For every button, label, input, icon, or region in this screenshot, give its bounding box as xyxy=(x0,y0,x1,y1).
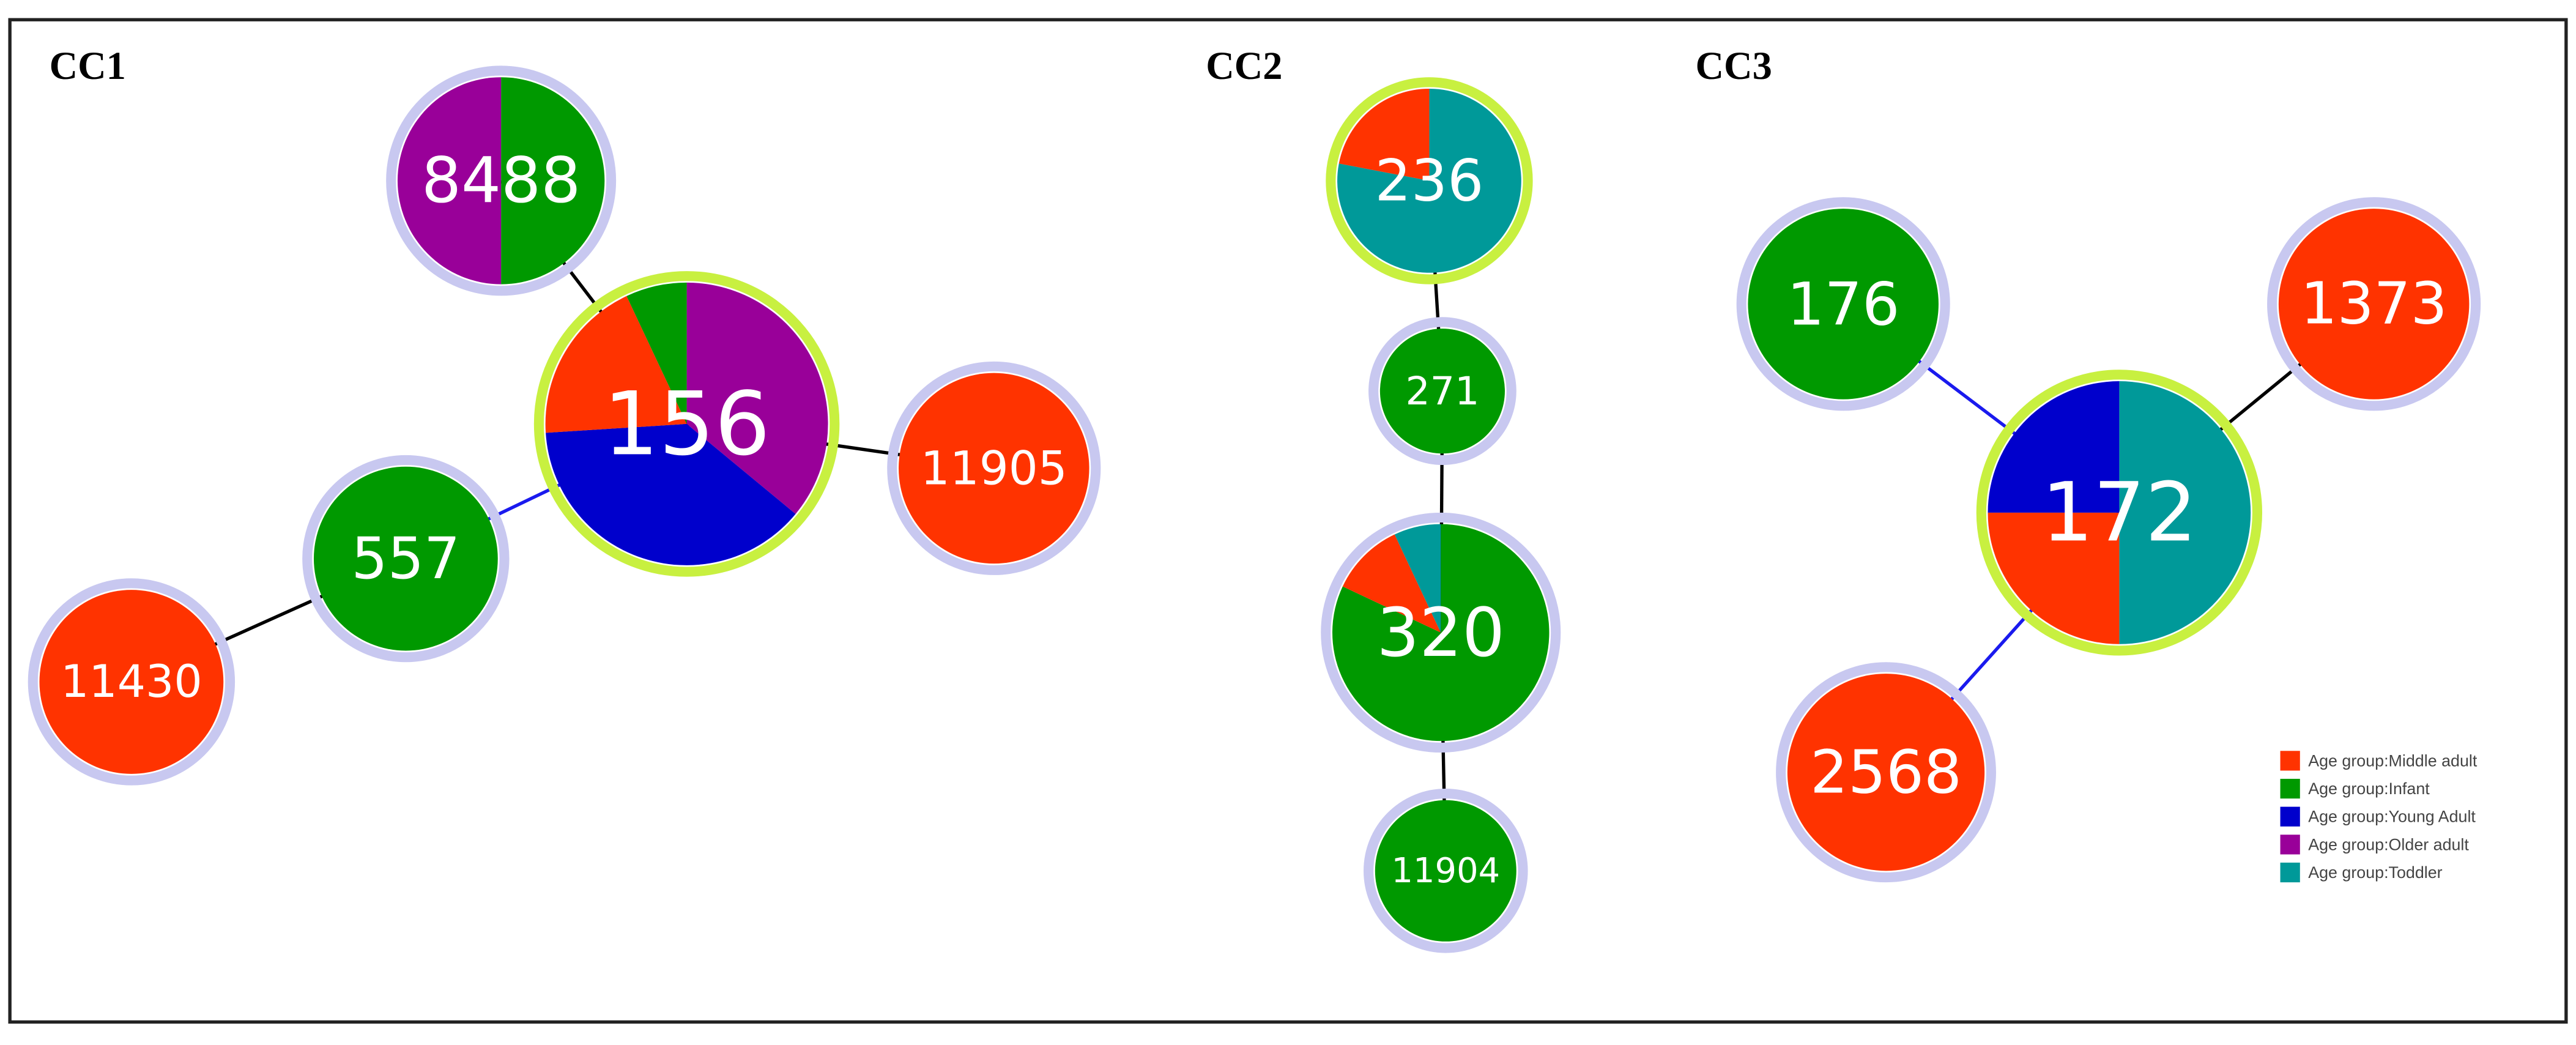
node: 1373 xyxy=(2267,197,2481,411)
pie-slice xyxy=(1379,329,1505,454)
node: 271 xyxy=(1368,317,1516,466)
pie-slice xyxy=(1332,524,1550,742)
node: 8488 xyxy=(386,65,617,296)
pie-slice xyxy=(626,282,687,424)
legend-label: Age group:Infant xyxy=(2308,779,2430,798)
node: 320 xyxy=(1321,512,1561,753)
node: 11904 xyxy=(1364,789,1528,953)
legend-swatch xyxy=(2280,751,2300,771)
pie-slice xyxy=(1988,381,2120,513)
pie-slice xyxy=(1342,534,1441,633)
node-halo xyxy=(1776,662,1996,883)
node: 172 xyxy=(1976,370,2263,656)
pie-slice xyxy=(545,296,687,433)
pie-slice xyxy=(1394,524,1441,633)
legend-swatch xyxy=(2280,806,2300,827)
node-halo xyxy=(533,271,840,577)
node-label: 176 xyxy=(1787,269,1900,338)
node: 11905 xyxy=(887,361,1101,575)
group-label: CC1 xyxy=(50,44,126,87)
legend-label: Age group:Older adult xyxy=(2308,835,2469,853)
node-halo xyxy=(2267,197,2481,411)
node: 557 xyxy=(302,455,510,663)
node-label: 1373 xyxy=(2301,270,2448,337)
node-halo xyxy=(302,455,510,663)
node-label: 11430 xyxy=(61,656,202,708)
legend-swatch xyxy=(2280,835,2300,855)
pie-slice xyxy=(899,373,1089,564)
node-halo xyxy=(1976,370,2263,656)
pie-slice xyxy=(2119,381,2251,644)
pie-slice xyxy=(1338,89,1430,181)
node-label: 11905 xyxy=(921,441,1067,495)
legend-label: Age group:Young Adult xyxy=(2308,808,2476,826)
node-halo xyxy=(887,361,1101,575)
pie-slice xyxy=(2278,209,2470,400)
node-halo xyxy=(28,578,236,786)
pie-slice xyxy=(397,77,502,284)
node: 176 xyxy=(1736,197,1950,411)
node-label: 156 xyxy=(603,373,770,475)
node-label: 2568 xyxy=(1810,738,1962,807)
node: 2568 xyxy=(1776,662,1996,883)
pie-slice xyxy=(546,423,796,565)
node-label: 320 xyxy=(1376,593,1505,672)
node-halo xyxy=(1364,789,1528,953)
node-halo xyxy=(1368,317,1516,466)
pie-slice xyxy=(686,282,828,515)
pie-slice xyxy=(501,77,605,284)
node-label: 236 xyxy=(1375,147,1484,214)
pie-slice xyxy=(39,590,224,774)
group-label: CC2 xyxy=(1206,44,1282,87)
group-label: CC3 xyxy=(1696,44,1772,87)
node-halo xyxy=(386,65,617,296)
pie-slice xyxy=(1375,800,1516,942)
node: 11430 xyxy=(28,578,236,786)
pie-slice xyxy=(1988,512,2120,644)
node-label: 172 xyxy=(2041,465,2197,560)
pie-slice xyxy=(1787,674,1985,871)
node-label: 8488 xyxy=(421,144,581,217)
node-label: 271 xyxy=(1405,368,1479,414)
node-halo xyxy=(1326,77,1533,284)
node: 236 xyxy=(1326,77,1533,284)
node-label: 11904 xyxy=(1391,851,1500,891)
legend-swatch xyxy=(2280,862,2300,883)
node: 156 xyxy=(533,271,840,577)
node-halo xyxy=(1736,197,1950,411)
pie-slice xyxy=(313,466,498,651)
pie-slice xyxy=(1337,89,1521,273)
node-halo xyxy=(1321,512,1561,753)
pie-slice xyxy=(1748,209,1939,400)
legend-swatch xyxy=(2280,778,2300,799)
legend-label: Age group:Middle adult xyxy=(2308,751,2478,770)
node-label: 557 xyxy=(351,526,460,592)
legend-label: Age group:Toddler xyxy=(2308,863,2442,882)
